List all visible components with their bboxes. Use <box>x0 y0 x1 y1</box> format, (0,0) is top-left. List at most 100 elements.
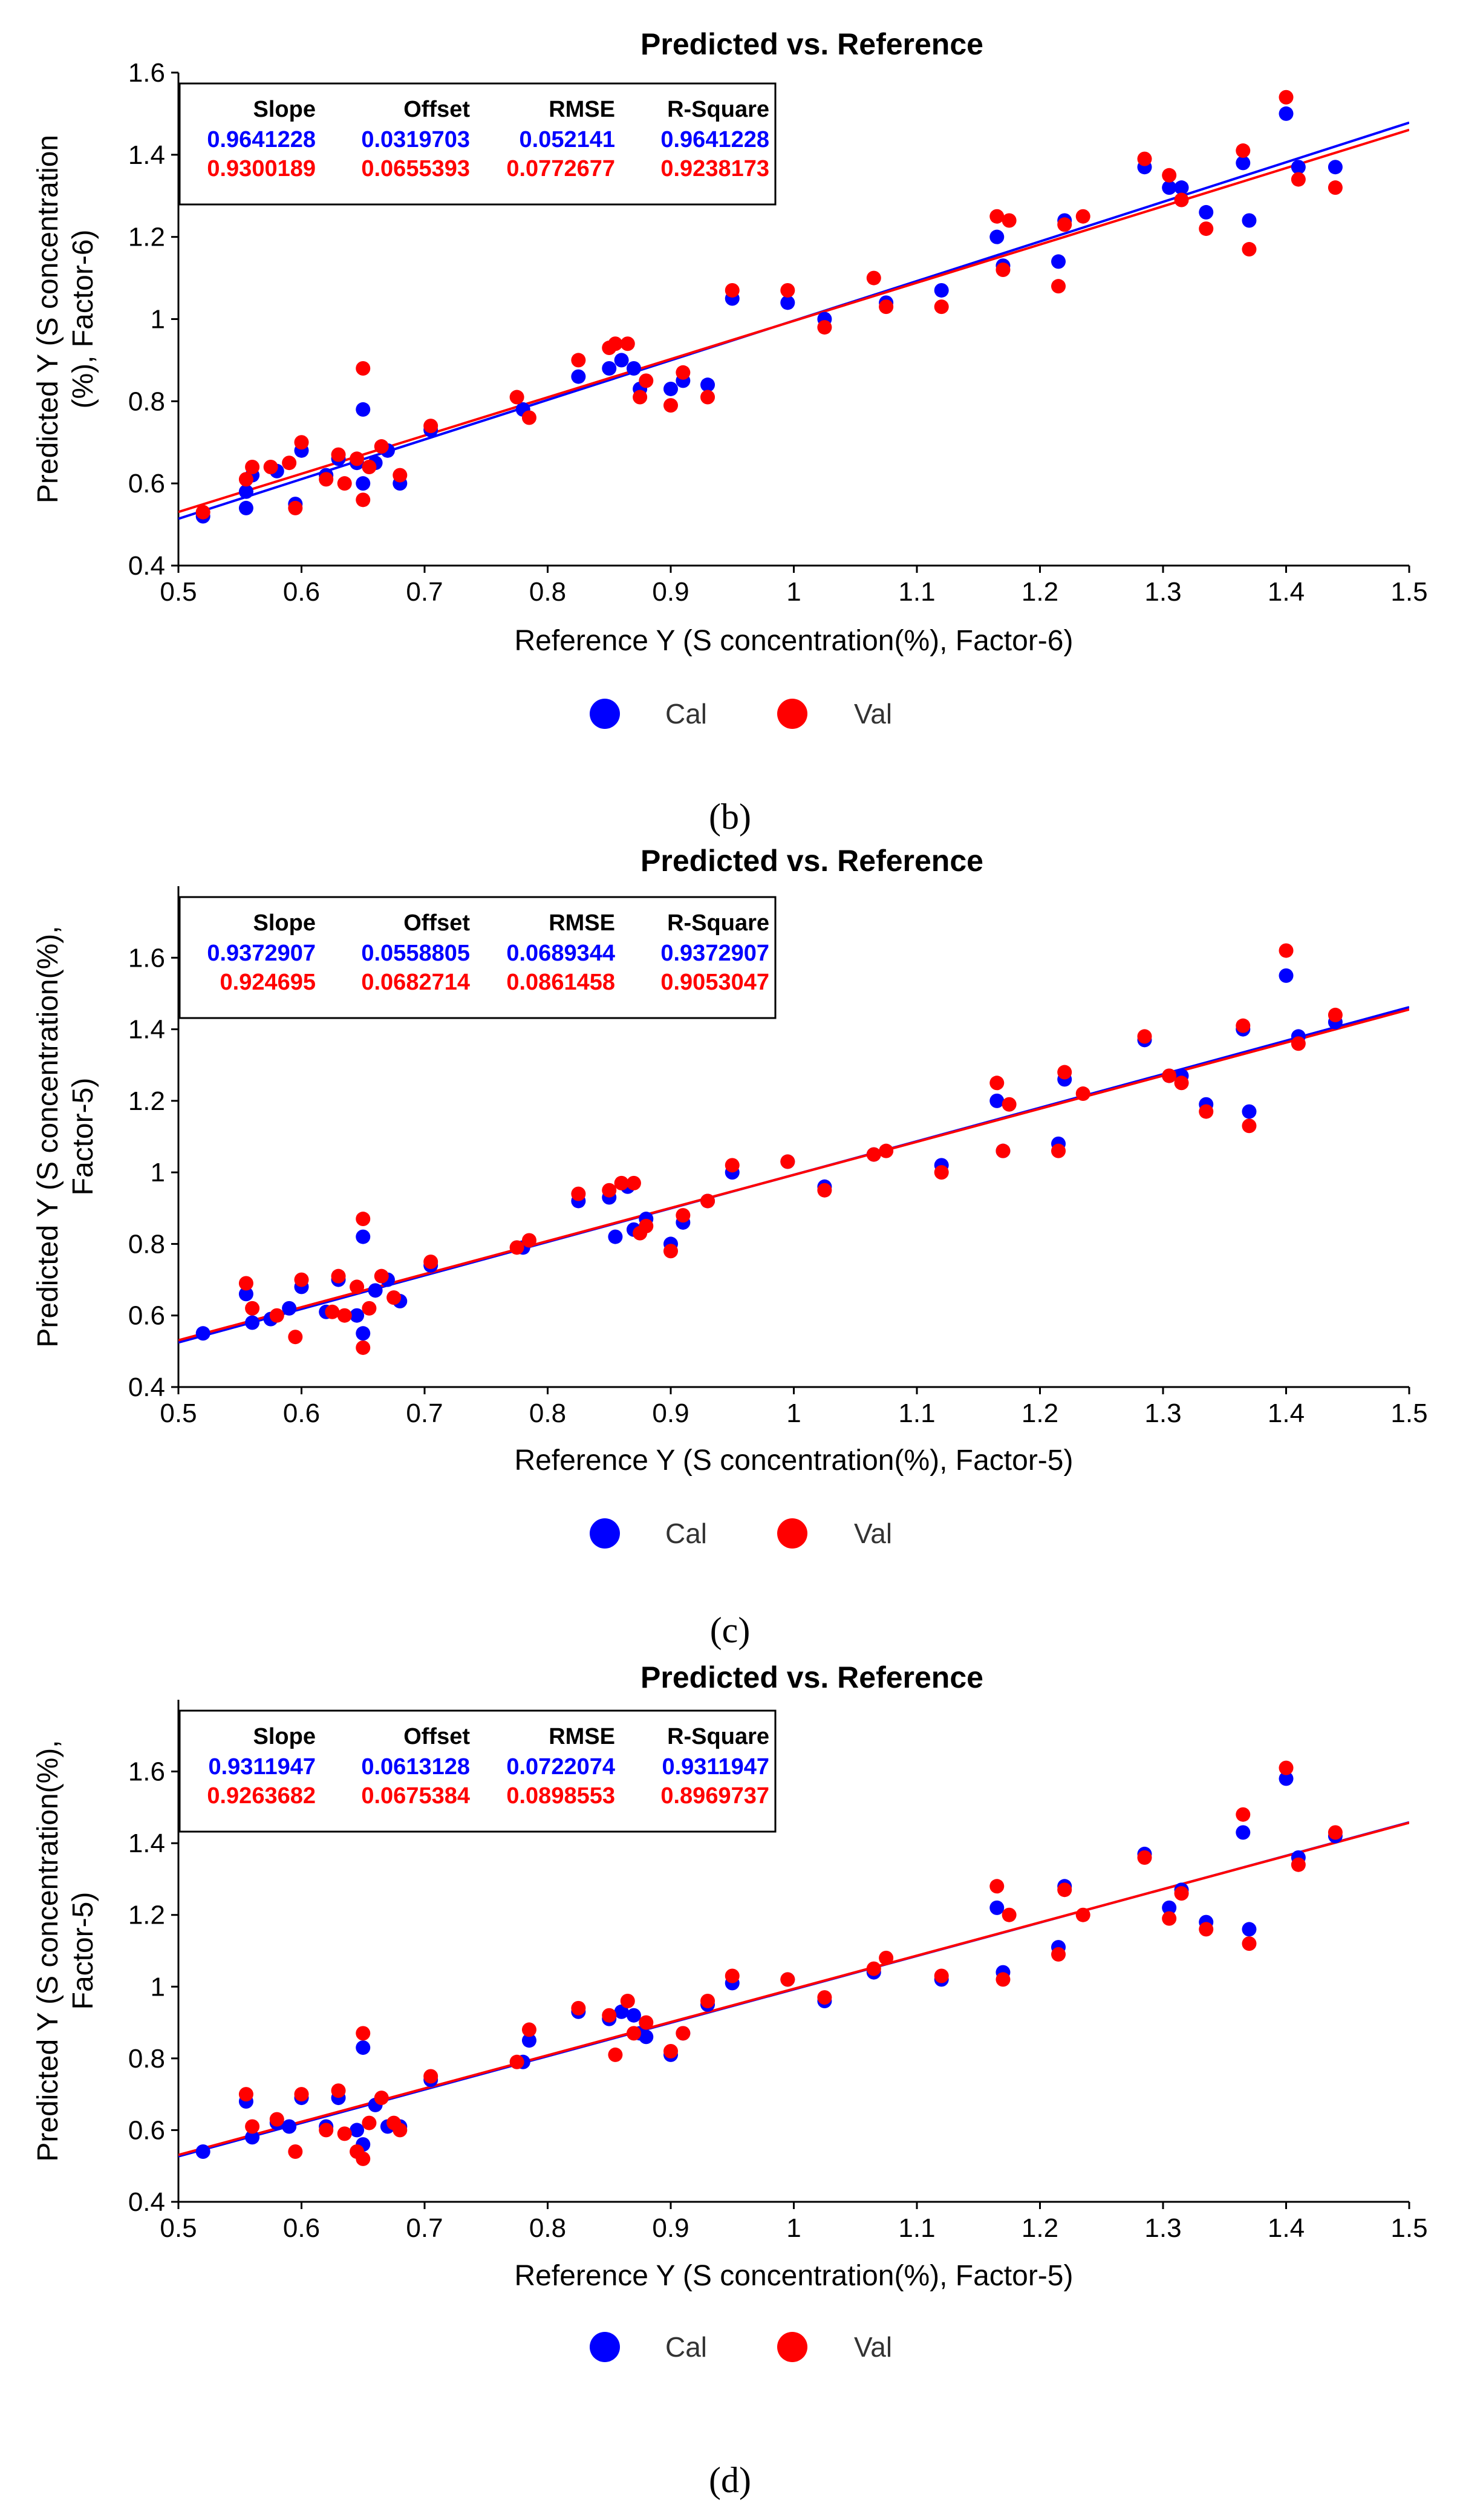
data-point-val <box>866 1961 881 1976</box>
data-point-val <box>1075 1086 1090 1102</box>
y-tick-label: 1.4 <box>128 1015 165 1045</box>
y-tick-label: 0.6 <box>128 2115 165 2145</box>
y-tick-label: 0.6 <box>128 1301 165 1331</box>
data-point-val <box>996 263 1011 277</box>
data-point-val <box>1279 90 1294 105</box>
x-tick-label: 1.3 <box>1144 577 1181 607</box>
data-point-val <box>331 447 346 462</box>
data-point-cal <box>1162 1900 1177 1915</box>
y-axis-label: Factor-5) <box>67 1078 99 1196</box>
legend-val-label: Val <box>854 698 892 730</box>
data-point-val <box>639 2015 654 2030</box>
panel-caption: (b) <box>709 797 751 837</box>
stats-header: R-Square <box>667 1724 769 1749</box>
data-point-val <box>780 282 795 298</box>
data-point-cal <box>614 353 629 368</box>
data-point-val <box>509 1240 524 1255</box>
chart-title: Predicted vs. Reference <box>640 844 983 878</box>
data-point-cal <box>602 361 617 376</box>
data-point-val <box>1162 168 1177 183</box>
data-point-val <box>1137 1029 1152 1044</box>
data-point-val <box>337 2126 352 2141</box>
stats-cal-value: 0.0319703 <box>361 127 470 152</box>
data-point-cal <box>1051 254 1066 269</box>
x-tick-label: 1.5 <box>1390 577 1427 607</box>
data-point-cal <box>989 1900 1005 1915</box>
data-point-val <box>1137 1850 1152 1865</box>
data-point-cal <box>626 361 641 376</box>
data-point-val <box>1242 1118 1257 1134</box>
data-point-val <box>725 1158 740 1173</box>
data-point-cal <box>700 377 715 393</box>
stats-val-value: 0.924695 <box>220 970 316 995</box>
data-point-cal <box>608 1229 623 1244</box>
data-point-val <box>1051 1143 1066 1158</box>
data-point-val <box>1199 1104 1214 1119</box>
data-point-val <box>1002 1097 1017 1112</box>
data-point-cal <box>282 1301 297 1316</box>
legend-cal-marker <box>590 1518 620 1549</box>
data-point-val <box>620 1994 635 2008</box>
data-point-val <box>1057 1882 1072 1898</box>
data-point-val <box>362 460 377 474</box>
x-tick-label: 1.4 <box>1268 577 1305 607</box>
x-tick-label: 0.8 <box>529 1399 566 1428</box>
legend-val-marker <box>777 2332 807 2362</box>
data-point-val <box>1051 279 1066 294</box>
stats-header: Offset <box>403 97 470 122</box>
y-tick-label: 1 <box>151 1158 165 1187</box>
data-point-val <box>1174 192 1189 207</box>
data-point-val <box>337 1308 352 1323</box>
data-point-val <box>676 365 691 380</box>
stats-val-value: 0.0898553 <box>506 1783 615 1809</box>
chart-panel-d: Predicted vs. Reference 0.5 0.6 0.7 0.8 0.9 1 1… <box>32 1660 1428 2500</box>
data-point-val <box>1002 213 1017 228</box>
y-axis-label: (%), Factor-6) <box>67 229 99 408</box>
stats-val-value: 0.0772677 <box>506 156 615 181</box>
data-point-val <box>269 1308 284 1323</box>
data-point-cal <box>238 500 253 515</box>
data-point-val <box>245 1301 260 1316</box>
x-tick-label: 0.9 <box>652 577 689 607</box>
data-point-val <box>1057 217 1072 232</box>
data-point-val <box>996 1143 1011 1158</box>
data-point-val <box>319 472 334 487</box>
data-point-val <box>663 2044 678 2058</box>
data-point-val <box>1291 172 1306 187</box>
data-point-val <box>423 1255 438 1269</box>
data-point-val <box>423 419 438 434</box>
stats-cal-value: 0.9372907 <box>207 941 316 966</box>
legend-val-label: Val <box>854 1518 892 1549</box>
data-point-val <box>356 492 371 508</box>
x-tick-label: 0.7 <box>406 577 443 607</box>
data-point-val <box>934 1165 949 1180</box>
data-point-val <box>195 504 210 520</box>
data-point-cal <box>238 484 253 499</box>
data-point-val <box>238 1276 253 1291</box>
data-point-cal <box>1236 1825 1251 1840</box>
data-point-cal <box>1279 1771 1294 1786</box>
data-point-val <box>614 1175 629 1190</box>
x-tick-label: 1.1 <box>898 1399 935 1428</box>
stats-cal-value: 0.0689344 <box>506 941 615 966</box>
data-point-val <box>374 2091 389 2106</box>
x-tick-label: 0.6 <box>283 577 320 607</box>
stats-val-value: 0.9053047 <box>660 970 769 995</box>
stats-header: RMSE <box>549 1724 615 1749</box>
data-point-val <box>294 2087 309 2102</box>
data-point-val <box>571 2000 586 2016</box>
x-axis-label: Reference Y (S concentration(%), Factor-… <box>515 2260 1074 2292</box>
data-point-val <box>356 2026 371 2041</box>
stats-val-value: 0.9238173 <box>660 156 769 181</box>
chart-panel-c: Predicted vs. Reference 0.5 0.6 0.7 0.8 0.9 1 1… <box>32 844 1428 1650</box>
x-tick-label: 0.7 <box>406 2213 443 2243</box>
data-point-val <box>1057 1065 1072 1080</box>
data-point-cal <box>521 2033 536 2048</box>
data-point-val <box>866 270 881 286</box>
data-point-val <box>294 1272 309 1287</box>
x-tick-label: 1.5 <box>1390 2213 1427 2243</box>
stats-header: Slope <box>253 910 316 936</box>
x-tick-label: 1.3 <box>1144 2213 1181 2243</box>
data-point-val <box>269 2112 284 2127</box>
y-tick-label: 0.4 <box>128 2187 165 2217</box>
